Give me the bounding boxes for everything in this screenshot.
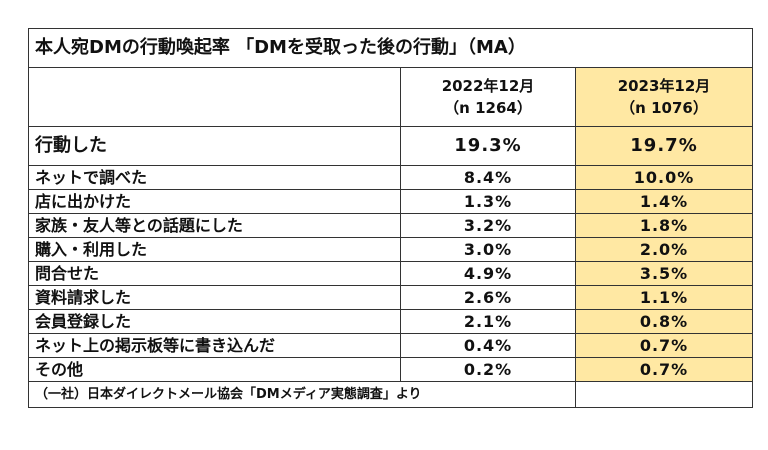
sample-size: （n 1264）: [444, 99, 532, 117]
cell-value: 10.0%: [574, 165, 754, 190]
row-label: 購入・利用した: [28, 237, 401, 262]
row-label: 資料請求した: [28, 285, 401, 310]
cell-value: 1.8%: [574, 213, 754, 238]
row: 会員登録した 2.1% 0.8%: [28, 309, 754, 334]
row: ネットで調べた 8.4% 10.0%: [28, 165, 754, 190]
cell-value: 0.7%: [574, 333, 754, 358]
row: 問合せた 4.9% 3.5%: [28, 261, 754, 286]
cell-value: 19.7%: [574, 126, 754, 166]
row: 店に出かけた 1.3% 1.4%: [28, 189, 754, 214]
row: 購入・利用した 3.0% 2.0%: [28, 237, 754, 262]
cell-value: 2.1%: [400, 309, 576, 334]
cell-value: 0.7%: [574, 357, 754, 382]
period: 2022年12月: [441, 77, 535, 95]
sample-size: （n 1076）: [620, 99, 708, 117]
cell-value: 2.0%: [574, 237, 754, 262]
row: 行動した 19.3% 19.7%: [28, 126, 754, 166]
header-row: 2022年12月 （n 1264） 2023年12月 （n 1076）: [28, 67, 754, 127]
row-label: ネットで調べた: [28, 165, 401, 190]
header-blank: [28, 67, 401, 127]
cell-value: 3.0%: [400, 237, 576, 262]
cell-value: 1.4%: [574, 189, 754, 214]
cell-value: 3.2%: [400, 213, 576, 238]
cell-value: 4.9%: [400, 261, 576, 286]
cell-value: 3.5%: [574, 261, 754, 286]
row-label: 店に出かけた: [28, 189, 401, 214]
cell-value: 1.3%: [400, 189, 576, 214]
row: 資料請求した 2.6% 1.1%: [28, 285, 754, 310]
cell-value: 8.4%: [400, 165, 576, 190]
title: 本人宛DMの行動喚起率 「DMを受取った後の行動」（MA）: [27, 28, 754, 68]
row-label: 問合せた: [28, 261, 401, 286]
row: ネット上の掲示板等に書き込んだ 0.4% 0.7%: [28, 333, 754, 358]
footer-row: （一社）日本ダイレクトメール協会「DMメディア実態調査」より: [28, 381, 754, 408]
cell-value: 1.1%: [574, 285, 754, 310]
row-label: 行動した: [28, 126, 401, 166]
row-label: 会員登録した: [28, 309, 401, 334]
cell-value: 0.4%: [400, 333, 576, 358]
table-container: 本人宛DMの行動喚起率 「DMを受取った後の行動」（MA） 2022年12月 （…: [27, 28, 754, 408]
row: その他 0.2% 0.7%: [28, 357, 754, 382]
row: 家族・友人等との話題にした 3.2% 1.8%: [28, 213, 754, 238]
cell-value: 0.8%: [574, 309, 754, 334]
source-note: （一社）日本ダイレクトメール協会「DMメディア実態調査」より: [28, 381, 576, 408]
cell-value: 2.6%: [400, 285, 576, 310]
title-row: 本人宛DMの行動喚起率 「DMを受取った後の行動」（MA）: [27, 28, 754, 68]
cell-value: 19.3%: [400, 126, 576, 166]
column-header: 2022年12月 （n 1264）: [400, 67, 576, 127]
period: 2023年12月: [617, 77, 711, 95]
table: 本人宛DMの行動喚起率 「DMを受取った後の行動」（MA） 2022年12月 （…: [27, 28, 754, 408]
row-label: ネット上の掲示板等に書き込んだ: [28, 333, 401, 358]
row-label: その他: [28, 357, 401, 382]
column-header: 2023年12月 （n 1076）: [574, 67, 754, 127]
footer-blank: [574, 381, 754, 408]
cell-value: 0.2%: [400, 357, 576, 382]
row-label: 家族・友人等との話題にした: [28, 213, 401, 238]
